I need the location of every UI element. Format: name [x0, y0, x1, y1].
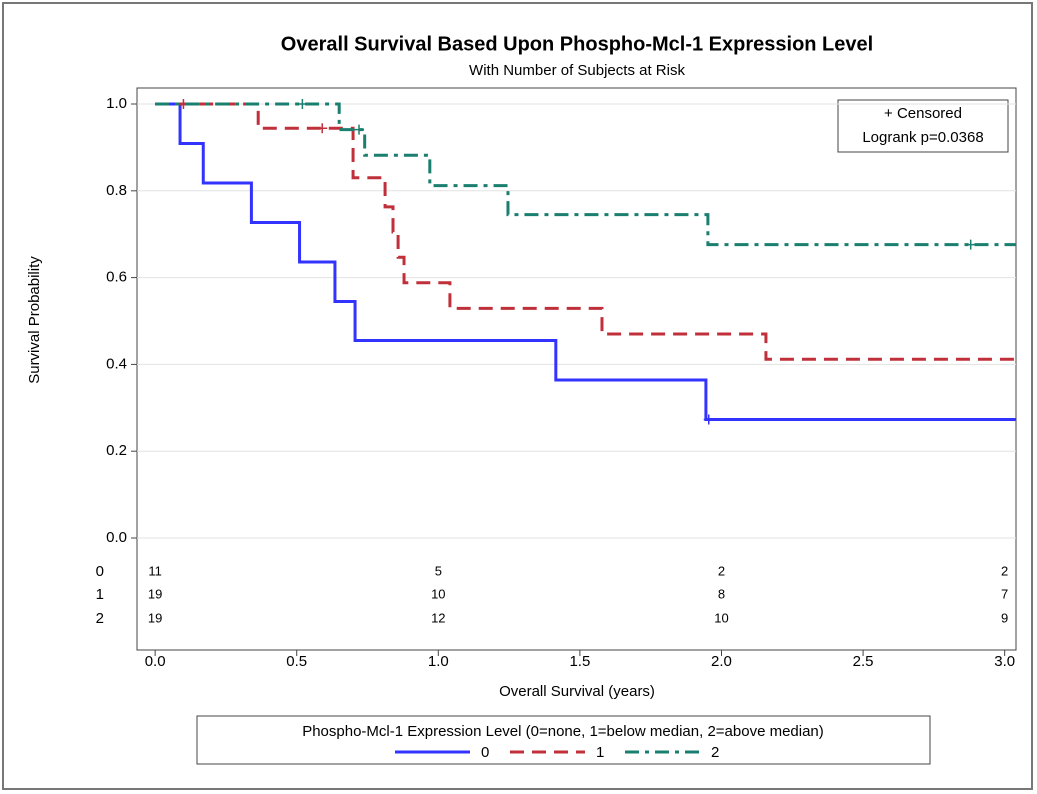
risk-count: 10 [714, 610, 728, 625]
survival-line [155, 102, 1016, 247]
censor-mark [703, 414, 714, 425]
legend-label: 0 [481, 744, 489, 761]
legend-label: 1 [596, 744, 604, 761]
chart-subtitle: With Number of Subjects at Risk [469, 62, 685, 79]
plot-frame [136, 87, 1017, 651]
x-tick-label: 1.0 [428, 653, 449, 670]
legend-title: Phospho-Mcl-1 Expression Level (0=none, … [302, 723, 824, 740]
risk-row-label: 2 [96, 610, 104, 627]
survival-line [155, 102, 1016, 422]
censor-mark [354, 124, 365, 135]
x-tick-label: 0.0 [145, 653, 166, 670]
x-tick-label: 3.0 [994, 653, 1015, 670]
survival-line [155, 102, 1016, 361]
x-axis-label: Overall Survival (years) [499, 683, 655, 700]
legend-label: 2 [711, 744, 719, 761]
legend-box [196, 715, 931, 765]
chart-title: Overall Survival Based Upon Phospho-Mcl-… [281, 33, 873, 55]
x-tick-label: 2.0 [711, 653, 732, 670]
risk-row-label: 1 [96, 586, 104, 603]
y-tick-label: 0.0 [106, 529, 127, 546]
logrank-annotation: Logrank p=0.0368 [862, 129, 983, 146]
risk-count: 11 [148, 563, 162, 578]
censor-mark [965, 239, 976, 250]
risk-count: 10 [431, 586, 445, 601]
y-axis-label: Survival Probability [26, 256, 43, 384]
censored-label: + Censored [884, 105, 962, 122]
risk-count: 19 [148, 586, 162, 601]
risk-count: 8 [718, 586, 725, 601]
risk-count: 5 [435, 563, 442, 578]
censor-mark [317, 123, 328, 134]
risk-count: 19 [148, 610, 162, 625]
censor-mark [297, 99, 308, 109]
y-tick-label: 0.8 [106, 182, 127, 199]
risk-row-label: 0 [96, 563, 104, 580]
y-tick-label: 0.4 [106, 355, 127, 372]
y-tick-label: 1.0 [106, 95, 127, 112]
risk-count: 7 [1001, 586, 1008, 601]
x-tick-label: 1.5 [569, 653, 590, 670]
risk-count: 2 [718, 563, 725, 578]
inset-box [837, 99, 1009, 153]
risk-count: 9 [1001, 610, 1008, 625]
risk-count: 2 [1001, 563, 1008, 578]
x-tick-label: 2.5 [853, 653, 874, 670]
y-tick-label: 0.2 [106, 442, 127, 459]
y-tick-label: 0.6 [106, 269, 127, 286]
risk-count: 12 [431, 610, 445, 625]
x-tick-label: 0.5 [286, 653, 307, 670]
